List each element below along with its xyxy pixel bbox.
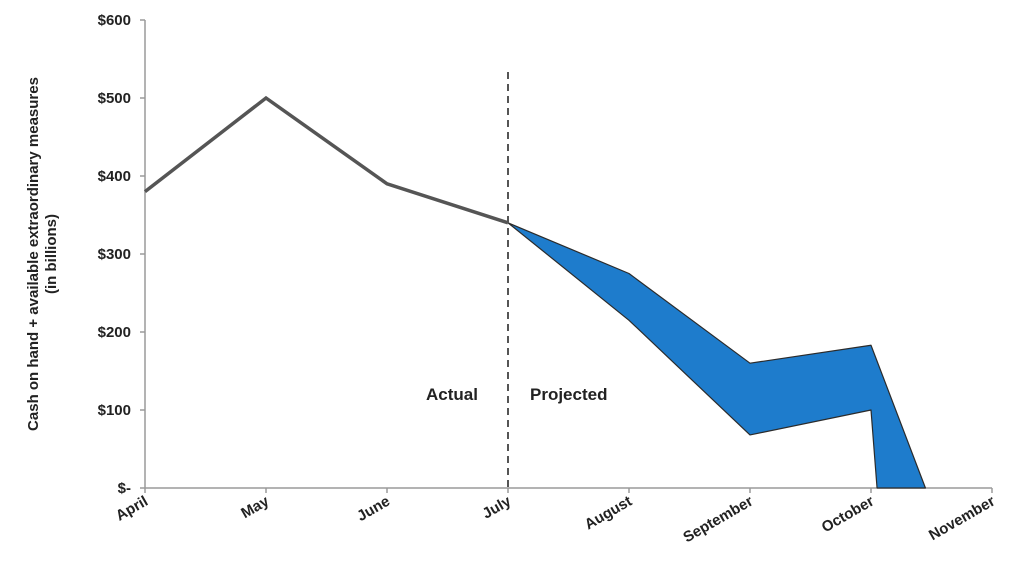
x-category-labels: April May June July August September October No…: [113, 492, 998, 546]
y-tick-label: $-: [118, 480, 131, 497]
x-category-label: September: [680, 493, 756, 547]
y-tick-label: $100: [98, 402, 131, 419]
x-category-label: August: [582, 493, 635, 534]
x-category-label: June: [354, 493, 393, 525]
y-tick-labels: $- $100 $200 $300 $400 $500 $600: [98, 12, 131, 497]
x-category-label: July: [480, 492, 515, 522]
x-category-label: May: [238, 492, 272, 522]
y-tick-label: $400: [98, 168, 131, 185]
y-tick-label: $500: [98, 90, 131, 107]
actual-annotation: Actual: [426, 385, 478, 404]
x-category-label: April: [113, 493, 151, 525]
x-category-label: November: [926, 493, 998, 544]
axes: [140, 19, 993, 493]
projected-range-band: [507, 222, 927, 489]
projected-annotation: Projected: [530, 385, 607, 404]
actual-series-line: [143, 95, 509, 225]
y-tick-label: $200: [98, 324, 131, 341]
y-axis-subtitle: (in billions): [43, 214, 60, 294]
y-tick-label: $600: [98, 12, 131, 29]
y-axis-title: Cash on hand + available extraordinary m…: [25, 77, 42, 431]
series-layer: [143, 72, 927, 489]
y-tick-label: $300: [98, 246, 131, 263]
x-category-label: October: [819, 493, 877, 537]
